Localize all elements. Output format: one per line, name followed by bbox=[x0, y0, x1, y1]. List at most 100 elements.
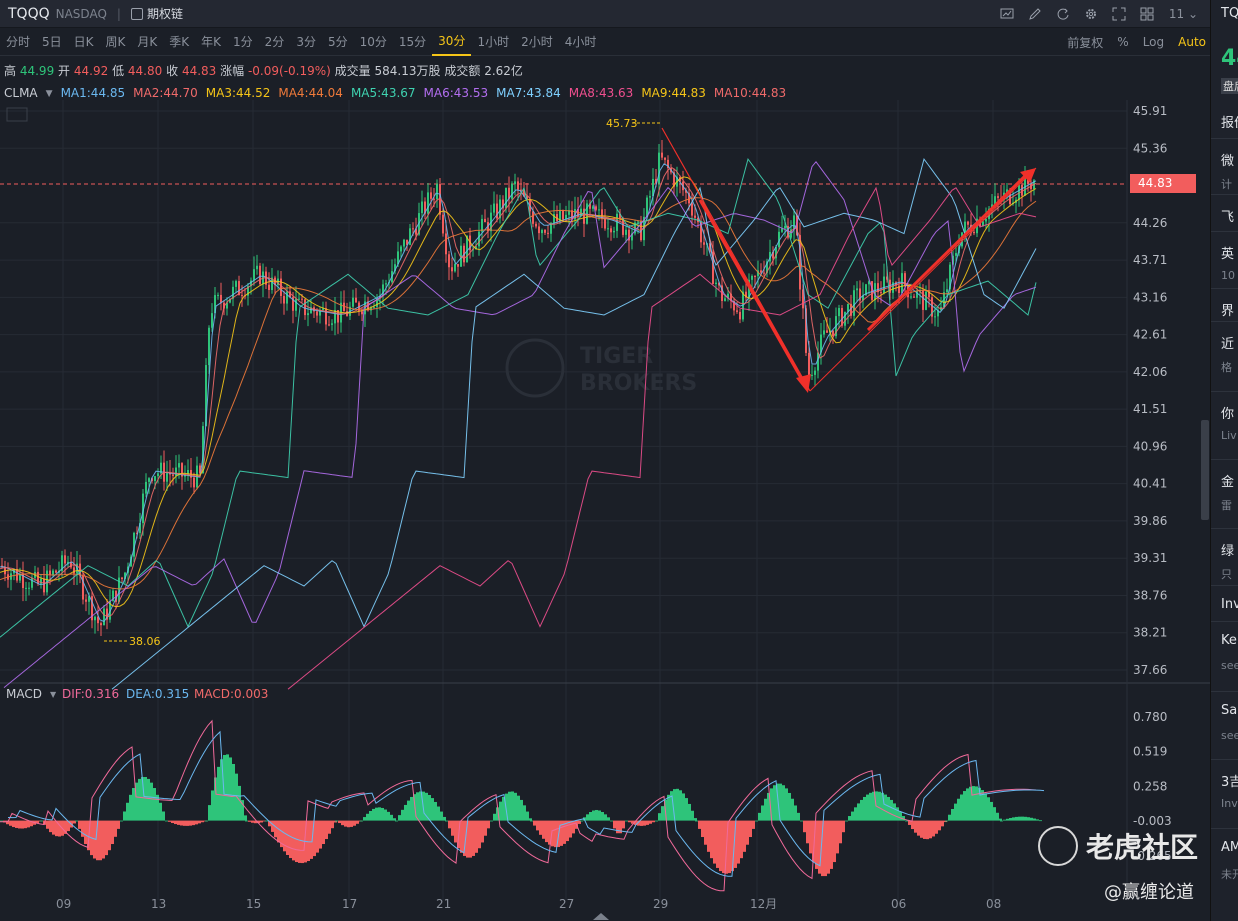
draw-icon[interactable] bbox=[1027, 6, 1043, 22]
candle-body bbox=[691, 203, 693, 216]
period-tab-7[interactable]: 1分 bbox=[233, 34, 253, 49]
sidebar-news-12[interactable]: AM bbox=[1221, 840, 1238, 855]
sidebar-news-9[interactable]: Ke bbox=[1221, 633, 1237, 648]
candle-body bbox=[226, 302, 228, 309]
candle-body bbox=[445, 233, 447, 255]
period-tab-6[interactable]: 年K bbox=[201, 34, 222, 49]
macd-histogram-bar bbox=[117, 820, 120, 829]
bottom-scroll-icon[interactable] bbox=[593, 913, 609, 920]
price-tick-1: 45.36 bbox=[1133, 141, 1167, 155]
ma-caret-icon[interactable]: ▼ bbox=[45, 89, 53, 99]
price-tick-3: 43.71 bbox=[1133, 253, 1167, 267]
sidebar-news-4[interactable]: 近 bbox=[1221, 337, 1235, 352]
period-tab-8[interactable]: 2分 bbox=[264, 34, 285, 49]
refresh-icon[interactable] bbox=[1055, 6, 1071, 22]
macd-histogram-bar bbox=[180, 820, 183, 826]
macd-histogram-bar bbox=[1039, 820, 1042, 822]
period-tab-11[interactable]: 10分 bbox=[359, 34, 387, 49]
period-tab-13[interactable]: 30分 bbox=[432, 28, 472, 56]
auto-toggle[interactable]: Auto bbox=[1178, 35, 1206, 49]
option-chain-icon[interactable] bbox=[130, 7, 143, 20]
candlestick-chart[interactable]: 45.91 45.36 44.26 43.71 43.16 42.61 42.06 41.51… bbox=[0, 100, 1210, 920]
candle-body bbox=[499, 199, 501, 219]
candle-body bbox=[217, 294, 219, 296]
period-tab-16[interactable]: 4小时 bbox=[564, 34, 597, 49]
sidebar-news-10[interactable]: Sa bbox=[1221, 703, 1238, 718]
period-tab-14[interactable]: 1小时 bbox=[477, 34, 510, 49]
sidebar-news-0[interactable]: 微 bbox=[1221, 154, 1235, 169]
adjust-dropdown[interactable]: 前复权 bbox=[1067, 35, 1104, 50]
price-tick-13: 38.21 bbox=[1133, 626, 1167, 640]
macd-histogram-bar bbox=[589, 812, 592, 821]
tiger-watermark-text: TIGER bbox=[580, 344, 653, 369]
macd-caret-icon[interactable]: ▼ bbox=[50, 690, 57, 699]
period-tab-12[interactable]: 15分 bbox=[398, 34, 427, 49]
ma-value-1: MA1:44.85 bbox=[60, 86, 126, 100]
macd-histogram-bar bbox=[887, 796, 890, 821]
macd-histogram-bar bbox=[445, 820, 448, 822]
period-tab-10[interactable]: 5分 bbox=[327, 34, 348, 49]
period-tab-15[interactable]: 2小时 bbox=[521, 34, 553, 49]
macd-histogram-bar bbox=[395, 820, 398, 822]
candle-body bbox=[484, 218, 486, 223]
collapse-button[interactable] bbox=[6, 107, 28, 122]
period-tab-1[interactable]: 5日 bbox=[42, 34, 62, 49]
macd-histogram-bar bbox=[208, 805, 211, 821]
sidebar-news-5[interactable]: 你 bbox=[1221, 407, 1235, 422]
macd-histogram-bar bbox=[580, 820, 583, 822]
macd-histogram-bar bbox=[78, 820, 81, 829]
macd-histogram-bar bbox=[502, 796, 505, 821]
candle-body bbox=[733, 301, 735, 311]
candle-body bbox=[160, 462, 162, 474]
macd-histogram-bar bbox=[289, 820, 292, 859]
period-tab-5[interactable]: 季K bbox=[169, 34, 190, 49]
candle-body bbox=[64, 555, 66, 564]
sidebar-news-8[interactable]: Inv bbox=[1221, 597, 1238, 612]
option-chain-button[interactable]: 期权链 bbox=[146, 7, 183, 21]
candle-body bbox=[157, 473, 159, 477]
macd-histogram-bar bbox=[165, 820, 168, 822]
sidebar-news-6[interactable]: 金 bbox=[1221, 475, 1235, 490]
macd-histogram-bar bbox=[0, 820, 3, 822]
layout-count[interactable]: 11 ⌄ bbox=[1168, 7, 1198, 21]
macd-histogram-bar bbox=[30, 820, 33, 827]
ma-value-2: MA2:44.70 bbox=[133, 86, 198, 100]
layout-grid-icon[interactable] bbox=[1139, 6, 1155, 22]
candle-body bbox=[613, 230, 615, 233]
sidebar-news-1[interactable]: 飞 bbox=[1221, 210, 1235, 225]
macd-histogram-bar bbox=[514, 792, 517, 821]
stat-turnover: 2.62亿 bbox=[484, 64, 523, 78]
macd-histogram-bar bbox=[183, 820, 186, 826]
macd-histogram-bar bbox=[232, 763, 235, 821]
sidebar-divider bbox=[1211, 585, 1238, 586]
macd-histogram-bar bbox=[257, 820, 260, 824]
percent-toggle[interactable]: % bbox=[1117, 35, 1129, 49]
fullscreen-icon[interactable] bbox=[1111, 6, 1127, 22]
macd-histogram-bar bbox=[969, 786, 972, 821]
sidebar-news-11[interactable]: 3吉 bbox=[1221, 775, 1238, 790]
period-tab-0[interactable]: 分时 bbox=[6, 34, 31, 49]
macd-histogram-bar bbox=[643, 820, 646, 826]
ma-indicator-name[interactable]: CLMA bbox=[4, 86, 38, 100]
sidebar-news-2[interactable]: 英 bbox=[1221, 247, 1235, 262]
sidebar-news-sub-2: 10 bbox=[1221, 269, 1235, 282]
vertical-scrollbar[interactable] bbox=[1201, 420, 1209, 520]
period-tab-4[interactable]: 月K bbox=[137, 34, 158, 49]
sidebar-report-tab[interactable]: 报价 bbox=[1221, 116, 1238, 131]
macd-histogram-bar bbox=[248, 820, 251, 822]
sidebar-news-7[interactable]: 绿 bbox=[1221, 544, 1235, 559]
log-toggle[interactable]: Log bbox=[1142, 35, 1165, 49]
price-tick-12: 38.76 bbox=[1133, 588, 1167, 602]
macd-histogram-bar bbox=[21, 820, 24, 829]
chart-icon[interactable] bbox=[999, 6, 1015, 22]
period-tab-3[interactable]: 周K bbox=[105, 34, 126, 49]
period-tab-2[interactable]: 日K bbox=[73, 34, 94, 49]
period-tab-9[interactable]: 3分 bbox=[296, 34, 316, 49]
macd-histogram-bar bbox=[425, 792, 428, 821]
settings-icon[interactable] bbox=[1083, 6, 1099, 22]
candle-body bbox=[688, 192, 690, 204]
sidebar-news-3[interactable]: 界 bbox=[1221, 304, 1235, 319]
macd-histogram-bar bbox=[761, 805, 764, 821]
candle-body bbox=[169, 473, 171, 475]
macd-tick-4: -0.265 bbox=[1133, 849, 1172, 863]
